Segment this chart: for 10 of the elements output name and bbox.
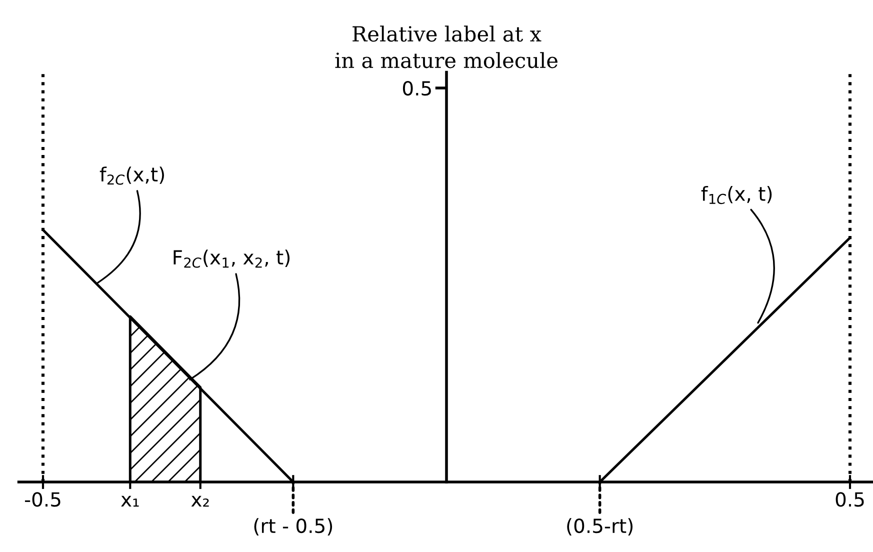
annotation: (0.5-rt) — [567, 518, 633, 536]
annotation: F$_{2C}$(x$_{1}$, x$_{2}$, t) — [174, 250, 290, 268]
y-axis-title: Relative label at x in a mature molecule — [335, 26, 558, 68]
x-tick-label: x₂ — [191, 496, 209, 507]
x-tick-label: -0.5 — [24, 492, 60, 507]
annotation: f$_{2C}$(x,t) — [100, 166, 164, 185]
x-tick-label: x₁ — [121, 496, 139, 507]
annotation: f$_{1C}$(x, t) — [701, 186, 772, 204]
x-tick-label: 0.5 — [836, 492, 864, 507]
annotation: (rt - 0.5) — [254, 518, 332, 536]
